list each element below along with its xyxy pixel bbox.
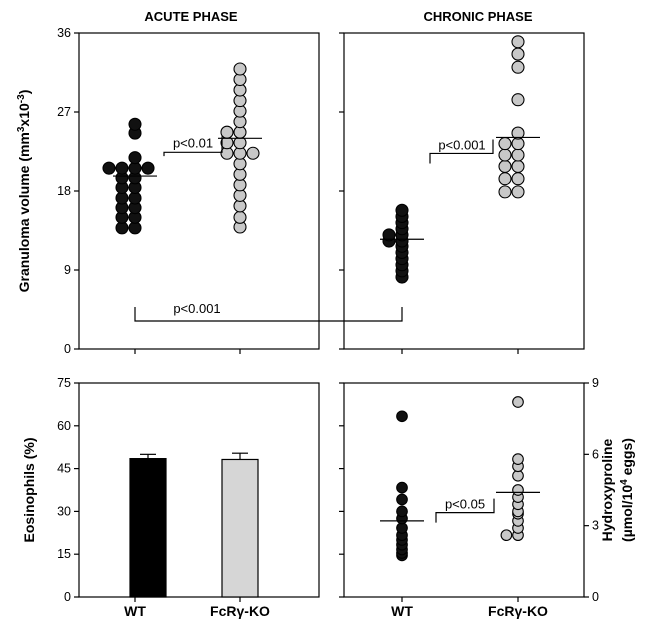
- data-point: [141, 161, 155, 175]
- eosinophils-panel: [78, 382, 320, 598]
- y-tick-label: 60: [57, 419, 71, 433]
- granuloma-y-axis-label: Granuloma volume (mm3x10-3): [16, 90, 32, 293]
- y-tick-label: 36: [57, 26, 71, 40]
- data-point: [102, 161, 116, 175]
- data-point: [396, 481, 408, 494]
- bar: [221, 458, 259, 598]
- x-label-ko-left: FcRγ-KO: [210, 603, 270, 619]
- significance-bracket: [429, 139, 494, 164]
- hydroxyproline-panel: [343, 382, 585, 598]
- data-point: [511, 126, 525, 140]
- significance-bracket: [163, 136, 223, 157]
- x-label-ko-right: FcRγ-KO: [488, 603, 548, 619]
- data-point: [246, 146, 260, 160]
- data-point: [511, 159, 525, 173]
- data-point: [512, 484, 524, 496]
- data-point: [511, 47, 525, 61]
- x-label-wt-left: WT: [124, 603, 146, 619]
- eosinophils-y-axis-label: Eosinophils (%): [21, 438, 37, 543]
- chronic-granuloma-panel: [343, 32, 585, 350]
- y-tick-label: 30: [57, 504, 71, 518]
- data-point: [512, 396, 524, 408]
- data-point: [498, 159, 512, 173]
- y-tick-label: 3: [592, 519, 599, 533]
- data-point: [498, 172, 512, 186]
- data-point: [396, 493, 408, 506]
- data-point: [396, 410, 408, 423]
- data-point: [511, 148, 525, 162]
- y-tick-label: 15: [57, 547, 71, 561]
- p-value-label: p<0.05: [445, 497, 485, 512]
- y-tick-label: 18: [57, 184, 71, 198]
- significance-bracket: [134, 307, 403, 322]
- data-point: [500, 529, 513, 542]
- y-tick-label: 75: [57, 376, 71, 390]
- p-value-label: p<0.001: [438, 137, 485, 152]
- chronic-phase-title: CHRONIC PHASE: [423, 9, 532, 24]
- data-point: [115, 161, 129, 175]
- data-point: [512, 453, 524, 465]
- p-value-label: p<0.001: [173, 301, 220, 316]
- data-point: [233, 62, 247, 76]
- data-point: [511, 185, 525, 199]
- y-tick-label: 0: [64, 590, 71, 604]
- y-tick-label: 0: [592, 590, 599, 604]
- data-point: [498, 148, 512, 162]
- y-tick-label: 9: [64, 263, 71, 277]
- data-point: [395, 203, 409, 217]
- hydroxyproline-y-axis-label-line2: (µmol/104 eggs): [619, 438, 635, 542]
- data-point: [498, 185, 512, 199]
- data-point: [382, 228, 396, 242]
- x-label-wt-right: WT: [391, 603, 413, 619]
- data-point: [511, 35, 525, 49]
- data-point: [396, 505, 408, 518]
- acute-phase-title: ACUTE PHASE: [144, 9, 238, 24]
- hydroxyproline-y-axis-label-line1: Hydroxyproline: [599, 438, 615, 541]
- p-value-label: p<0.01: [173, 135, 213, 150]
- data-point: [128, 117, 142, 131]
- data-point: [220, 125, 234, 139]
- y-tick-label: 0: [64, 342, 71, 356]
- data-point: [511, 172, 525, 186]
- data-point: [233, 210, 247, 224]
- y-tick-label: 45: [57, 462, 71, 476]
- data-point: [498, 137, 512, 151]
- significance-bracket: [435, 498, 495, 523]
- data-point: [511, 60, 525, 74]
- data-point: [128, 151, 142, 165]
- bar: [129, 458, 167, 598]
- y-tick-label: 9: [592, 376, 599, 390]
- y-tick-label: 27: [57, 105, 71, 119]
- y-tick-label: 6: [592, 447, 599, 461]
- data-point: [511, 93, 525, 107]
